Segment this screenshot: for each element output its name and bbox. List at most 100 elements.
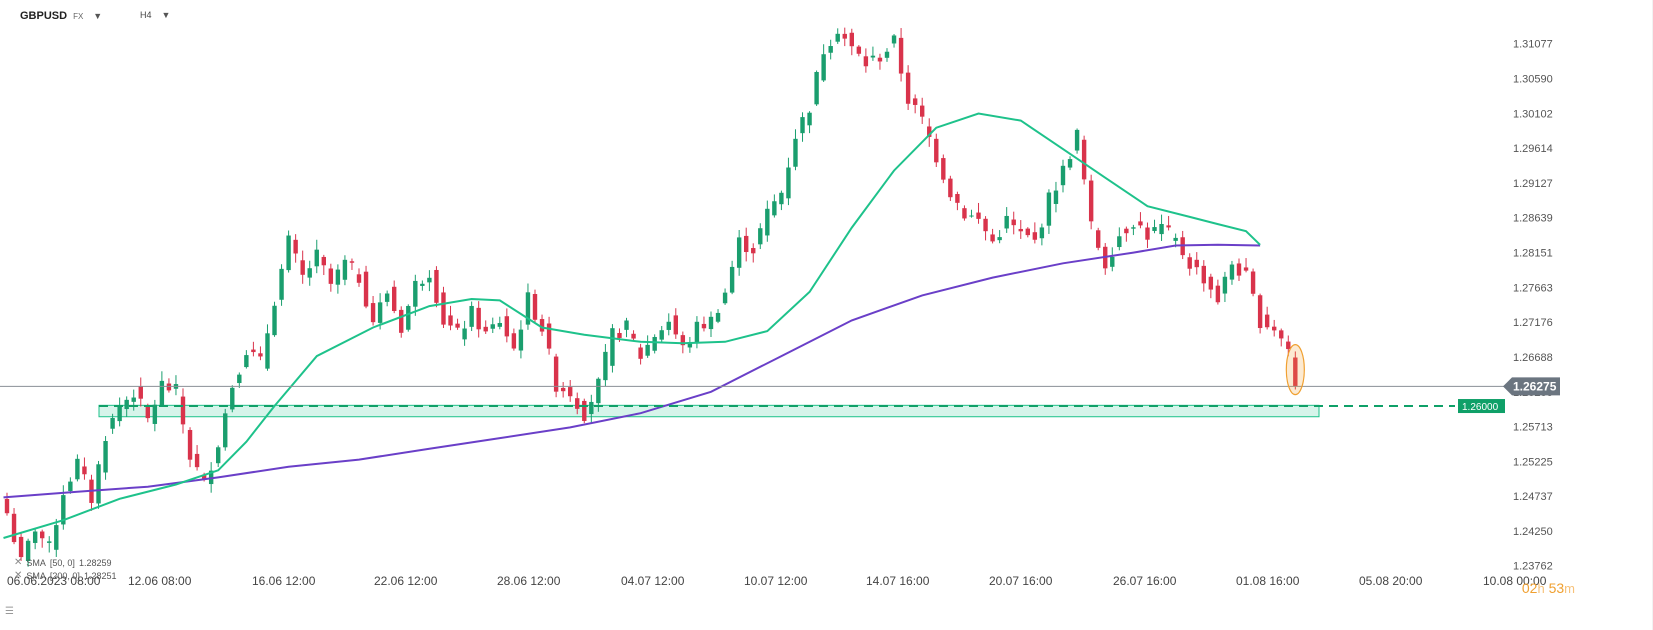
candle-body — [476, 307, 481, 330]
indicator-params: [200, 0] — [49, 570, 80, 581]
candle-body — [286, 235, 291, 271]
candle-body — [1187, 257, 1192, 269]
price-tags: 1.26275 1.26000 — [1458, 377, 1560, 414]
candle-body — [891, 35, 897, 44]
candle-body — [1117, 236, 1122, 248]
candle-body — [722, 292, 728, 304]
settings-icon[interactable]: ☰ — [5, 606, 14, 617]
candle-body — [800, 117, 805, 134]
candle-body — [434, 269, 439, 303]
candle-body — [1215, 285, 1221, 303]
timeframe-selector[interactable]: H4 ▼ — [138, 10, 170, 20]
price-axis[interactable]: 1.31077 1.30590 1.30102 1.29614 1.29127 1.286… — [1513, 39, 1553, 573]
price-tick-label: 1.23762 — [1513, 561, 1553, 573]
symbol-name: GBPUSD — [20, 10, 68, 22]
countdown-minutes: 53 — [1548, 580, 1565, 596]
candle-body — [335, 269, 341, 285]
candle-body — [251, 349, 256, 353]
indicator-legend-sma200[interactable]: ✕ SMA [200, 0] 1.28251 — [14, 570, 116, 581]
timeframe-value: H4 — [140, 10, 152, 20]
candle-body — [828, 46, 833, 53]
candle-body — [779, 192, 784, 205]
close-icon[interactable]: ✕ — [14, 570, 23, 581]
candle-body — [610, 328, 615, 366]
candle-body — [1046, 192, 1052, 226]
symbol-selector[interactable]: GBPUSD FX ▼ — [20, 10, 102, 22]
candle-body — [258, 353, 263, 357]
time-tick-label: 16.06 12:00 — [252, 574, 316, 588]
candle-body — [870, 55, 876, 58]
current-price-tag — [1503, 377, 1560, 396]
candle-body — [744, 235, 749, 253]
candle-body — [1067, 159, 1073, 168]
chevron-down-icon[interactable]: ▼ — [93, 11, 103, 21]
candle-body — [1018, 228, 1023, 232]
candle-body — [110, 417, 115, 429]
candle-body — [1131, 227, 1136, 229]
candle-body — [504, 316, 510, 337]
indicator-legend-sma50[interactable]: ✕ SMA [50, 0] 1.28259 — [14, 557, 111, 568]
candle-body — [645, 344, 650, 356]
price-tick-label: 1.24737 — [1513, 491, 1553, 503]
candle-body — [1257, 295, 1263, 329]
candle-body — [708, 316, 714, 330]
candle-body — [835, 33, 840, 42]
time-tick-label: 04.07 12:00 — [621, 574, 685, 588]
time-axis[interactable]: 06.06.2023 08:00 12.06 08:00 16.06 12:00 22… — [7, 574, 1547, 588]
candle-body — [687, 342, 693, 348]
candle-body — [539, 319, 545, 332]
candle-body — [856, 46, 862, 54]
candle-body — [321, 256, 326, 266]
candle-body — [392, 286, 397, 311]
price-tick-label: 1.24250 — [1513, 526, 1553, 538]
time-tick-label: 12.06 08:00 — [128, 574, 192, 588]
candle-body — [11, 513, 17, 543]
candlestick-series — [4, 27, 1298, 567]
candle-body — [420, 283, 425, 286]
candle-body — [1229, 264, 1235, 280]
candle-body — [821, 54, 826, 81]
candle-body — [758, 228, 763, 245]
candle-body — [617, 332, 622, 338]
candle-body — [976, 212, 981, 219]
time-tick-label: 22.06 12:00 — [374, 574, 438, 588]
time-tick-label: 01.08 16:00 — [1236, 574, 1300, 588]
candle-body — [525, 292, 531, 325]
candle-body — [152, 404, 158, 424]
candle-body — [1236, 263, 1242, 276]
countdown-hours-unit: h — [1537, 581, 1545, 596]
candle-body — [962, 208, 967, 219]
candle-body — [497, 322, 502, 327]
candle-body — [427, 277, 432, 283]
candle-body — [1201, 265, 1206, 284]
close-icon[interactable]: ✕ — [14, 557, 23, 568]
indicator-label: SMA — [26, 557, 46, 568]
candle-body — [1152, 227, 1157, 231]
candle-body — [701, 323, 707, 329]
chevron-down-icon[interactable]: ▼ — [161, 10, 171, 20]
candle-body — [279, 268, 284, 300]
candle-body — [582, 400, 587, 421]
indicator-value: 1.28251 — [83, 570, 117, 581]
candle-body — [786, 167, 791, 199]
price-tick-label: 1.27176 — [1513, 317, 1553, 329]
candle-body — [356, 274, 362, 283]
candle-body — [765, 208, 770, 236]
candle-body — [490, 324, 495, 329]
candle-body — [1081, 139, 1087, 180]
price-tick-label: 1.30102 — [1513, 108, 1553, 120]
candle-body — [863, 56, 869, 67]
candle-body — [884, 51, 890, 58]
candle-body — [596, 378, 601, 404]
candle-countdown: 02h 53m — [1522, 580, 1575, 596]
candle-body — [223, 413, 228, 448]
candle-body — [117, 406, 122, 422]
price-tick-label: 1.26688 — [1513, 352, 1553, 364]
price-tick-label: 1.28151 — [1513, 248, 1553, 260]
candle-body — [934, 138, 939, 163]
current-price-label: 1.26275 — [1513, 379, 1557, 393]
candle-body — [1293, 357, 1298, 387]
candle-body — [96, 464, 101, 504]
candle-body — [406, 305, 411, 330]
